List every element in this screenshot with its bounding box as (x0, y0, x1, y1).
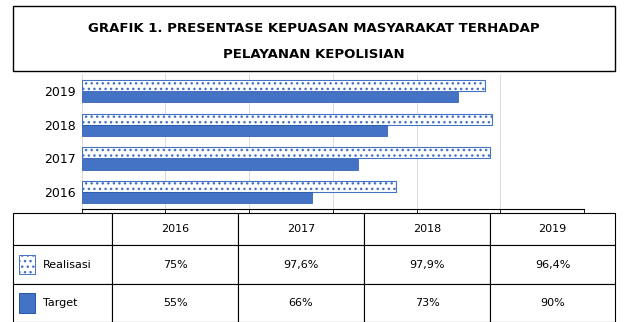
Bar (490, 284, 615, 322)
Bar (82, 147, 490, 158)
Bar (490, 213, 615, 245)
Text: 2019: 2019 (539, 224, 567, 234)
Bar (364, 213, 490, 245)
Bar (490, 245, 615, 284)
Bar (238, 245, 364, 284)
Text: 73%: 73% (414, 298, 440, 308)
Bar (82, 193, 312, 203)
Text: 97,6%: 97,6% (283, 260, 319, 270)
Text: PELAYANAN KEPOLISIAN: PELAYANAN KEPOLISIAN (223, 48, 405, 61)
Text: 97,9%: 97,9% (409, 260, 445, 270)
Bar (112, 245, 238, 284)
Bar (13, 245, 112, 284)
Bar (19, 255, 35, 274)
Bar (13, 284, 112, 322)
Text: 75%: 75% (163, 260, 187, 270)
Bar (82, 181, 396, 192)
Bar (112, 213, 238, 245)
Text: 2016: 2016 (161, 224, 189, 234)
Bar (82, 125, 387, 136)
Text: Realisasi: Realisasi (43, 260, 92, 270)
Bar (238, 213, 364, 245)
Text: 66%: 66% (289, 298, 313, 308)
Text: 96,4%: 96,4% (535, 260, 570, 270)
Bar (238, 284, 364, 322)
Text: 55%: 55% (163, 298, 187, 308)
Bar (82, 114, 492, 125)
Text: Target: Target (43, 298, 77, 308)
Text: 2018: 2018 (413, 224, 441, 234)
Bar (82, 80, 485, 91)
Text: 2017: 2017 (287, 224, 315, 234)
Bar (364, 245, 490, 284)
Bar (19, 293, 35, 313)
Bar (13, 213, 112, 245)
Text: 90%: 90% (540, 298, 565, 308)
Bar (112, 284, 238, 322)
Bar (364, 284, 490, 322)
Text: GRAFIK 1. PRESENTASE KEPUASAN MASYARAKAT TERHADAP: GRAFIK 1. PRESENTASE KEPUASAN MASYARAKAT… (88, 23, 540, 35)
Bar (82, 159, 358, 170)
Bar (82, 92, 458, 102)
